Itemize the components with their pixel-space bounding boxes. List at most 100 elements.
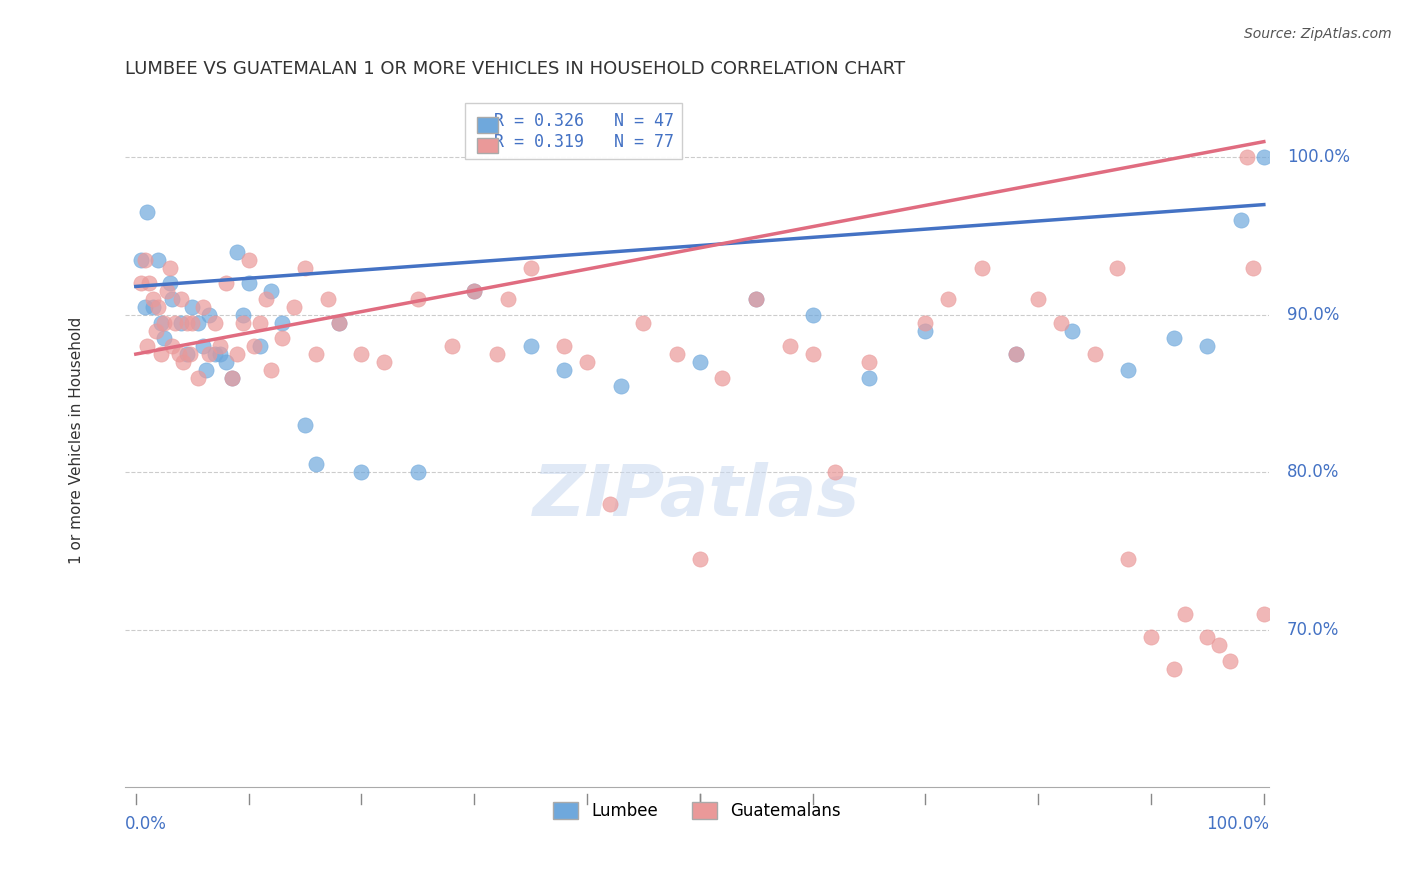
Point (159, 260, 181, 275)
Point (553, 363, 575, 377)
Point (142, 292, 165, 306)
Point (271, 331, 294, 345)
Point (136, 339, 159, 353)
Point (599, 497, 621, 511)
Point (260, 284, 283, 298)
Point (134, 300, 156, 314)
Point (153, 331, 176, 345)
Point (131, 252, 153, 267)
Point (1118, 363, 1140, 377)
Point (801, 308, 824, 322)
Legend: Lumbee, Guatemalans: Lumbee, Guatemalans (547, 796, 848, 827)
Point (1026, 292, 1049, 306)
Point (176, 316, 198, 330)
Text: 100.0%: 100.0% (1206, 814, 1270, 832)
Point (204, 316, 226, 330)
Point (858, 370, 880, 384)
Text: 100.0%: 100.0% (1286, 148, 1350, 167)
Point (238, 277, 260, 291)
Point (232, 308, 254, 322)
Point (1253, 607, 1275, 621)
Point (249, 316, 271, 330)
Point (824, 465, 846, 479)
Point (249, 339, 271, 353)
Point (131, 277, 153, 291)
Point (136, 205, 159, 219)
Point (176, 347, 198, 361)
Point (271, 316, 294, 330)
Point (260, 363, 283, 377)
Point (232, 316, 254, 330)
Point (801, 347, 824, 361)
Point (209, 347, 232, 361)
Point (1060, 324, 1083, 338)
Point (283, 300, 305, 314)
Point (254, 292, 277, 306)
Point (1084, 347, 1107, 361)
Point (485, 347, 508, 361)
Point (689, 551, 711, 566)
Point (689, 355, 711, 369)
Point (350, 347, 373, 361)
Point (204, 347, 226, 361)
Point (406, 292, 429, 306)
Point (238, 252, 260, 267)
Text: 0.0%: 0.0% (125, 814, 166, 832)
Point (134, 252, 156, 267)
Point (221, 370, 243, 384)
Point (1197, 631, 1219, 645)
Point (149, 347, 172, 361)
Point (148, 252, 170, 267)
Point (936, 292, 959, 306)
Point (172, 355, 194, 369)
Point (745, 292, 768, 306)
Point (745, 292, 768, 306)
Point (1118, 551, 1140, 566)
Point (160, 339, 183, 353)
Text: 1 or more Vehicles in Household: 1 or more Vehicles in Household (69, 317, 84, 565)
Point (316, 292, 339, 306)
Point (193, 300, 215, 314)
Point (1230, 213, 1253, 227)
Point (156, 284, 179, 298)
Point (226, 347, 249, 361)
Text: 70.0%: 70.0% (1286, 621, 1339, 639)
Point (243, 339, 266, 353)
Point (914, 316, 936, 330)
Point (463, 284, 485, 298)
Point (1163, 331, 1185, 345)
Point (553, 339, 575, 353)
Text: Source: ZipAtlas.com: Source: ZipAtlas.com (1244, 27, 1392, 41)
Point (142, 300, 165, 314)
Point (226, 244, 249, 259)
Point (294, 260, 316, 275)
Point (1107, 260, 1129, 275)
Point (1174, 607, 1197, 621)
Point (215, 277, 238, 291)
Point (576, 355, 599, 369)
Point (187, 316, 209, 330)
Point (1241, 260, 1264, 275)
Point (165, 316, 187, 330)
Point (159, 277, 181, 291)
Point (138, 277, 160, 291)
Text: 80.0%: 80.0% (1286, 463, 1339, 481)
Point (711, 370, 734, 384)
Point (914, 324, 936, 338)
Point (440, 339, 463, 353)
Point (519, 260, 541, 275)
Point (666, 347, 689, 361)
Point (305, 347, 328, 361)
Text: 90.0%: 90.0% (1286, 306, 1339, 324)
Point (148, 300, 170, 314)
Point (1004, 347, 1026, 361)
Point (181, 316, 204, 330)
Point (194, 363, 217, 377)
Point (373, 355, 395, 369)
Point (496, 292, 519, 306)
Point (328, 316, 350, 330)
Point (294, 417, 316, 432)
FancyBboxPatch shape (477, 117, 498, 133)
Point (970, 260, 993, 275)
Point (145, 324, 167, 338)
